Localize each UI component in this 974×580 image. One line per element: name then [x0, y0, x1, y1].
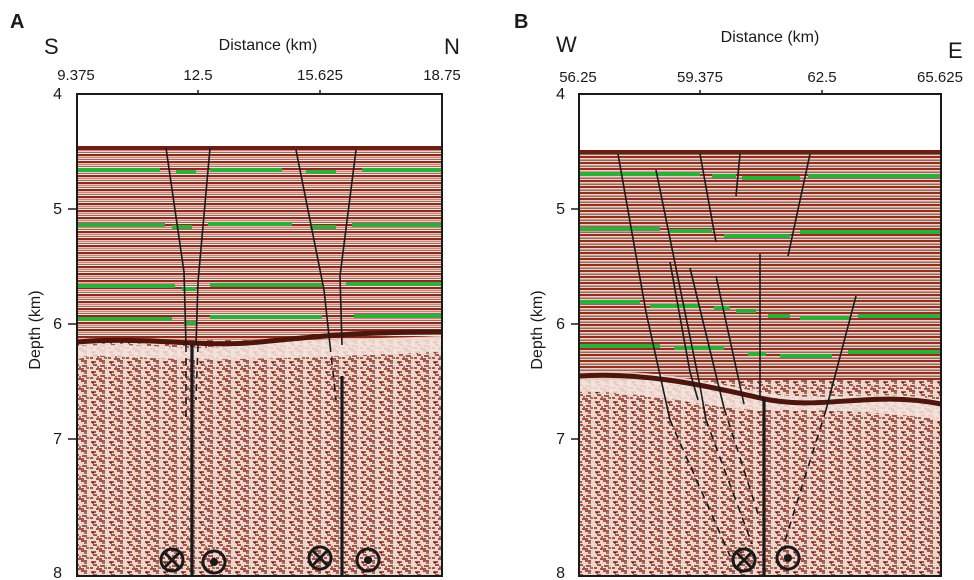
panel-b: B W E Distance (km) 56.25 59.375 62.5 65…	[514, 11, 963, 580]
y-tick-label: 4	[53, 86, 62, 103]
x-ticks	[699, 90, 823, 94]
strike-slip-symbols	[731, 545, 801, 573]
x-axis-title: Distance (km)	[219, 37, 318, 54]
y-tick-label: 5	[53, 201, 62, 218]
seismic-section	[76, 146, 443, 576]
horizon-line	[77, 282, 442, 291]
x-tick-label: 9.375	[57, 67, 95, 84]
fault-line-inferred	[783, 409, 827, 545]
y-tick-labels: 4 5 6 7 8	[53, 86, 62, 580]
y-tick-label: 4	[556, 86, 565, 103]
horizon-line	[77, 168, 442, 174]
x-tick-labels: 9.375 12.5 15.625 18.75	[57, 67, 461, 84]
basement-noise	[77, 340, 442, 576]
horizons	[579, 172, 941, 358]
y-axis-title: Depth (km)	[27, 290, 44, 369]
seafloor	[77, 146, 442, 150]
x-tick-label: 18.75	[423, 67, 461, 84]
y-tick-label: 6	[53, 316, 62, 333]
fault-line	[195, 147, 211, 346]
out-of-page-symbol	[355, 547, 381, 573]
fault-line-inferred	[195, 344, 199, 401]
fault-line	[669, 261, 699, 401]
horizon-line	[579, 172, 941, 180]
direction-left-label: W	[556, 32, 577, 57]
y-ticks	[68, 208, 77, 440]
into-page-symbol	[731, 547, 757, 573]
fault-line	[655, 169, 707, 421]
basement-top	[76, 329, 443, 347]
y-tick-label: 5	[556, 201, 565, 218]
panel-frame	[76, 93, 443, 577]
y-tick-label: 8	[556, 565, 565, 580]
fault-line-inferred	[723, 407, 761, 521]
horizon-line	[77, 314, 442, 325]
x-ticks	[197, 90, 321, 94]
fault-line	[735, 153, 741, 197]
y-ticks	[571, 208, 579, 440]
y-tick-label: 6	[556, 316, 565, 333]
fault-line-inferred	[705, 419, 753, 545]
horizon-line	[579, 344, 941, 358]
direction-right-label: E	[948, 38, 963, 63]
x-tick-label: 65.625	[917, 69, 963, 86]
seafloor	[579, 150, 941, 154]
y-tick-label: 8	[53, 565, 62, 580]
x-tick-label: 62.5	[807, 69, 836, 86]
direction-left-label: S	[44, 34, 59, 59]
into-page-symbol	[159, 547, 185, 573]
out-of-page-symbol	[201, 549, 227, 575]
panel-letter: A	[10, 11, 24, 33]
out-of-page-symbol	[775, 545, 801, 571]
fault-line	[689, 267, 725, 409]
y-tick-label: 7	[53, 431, 62, 448]
fault-line	[715, 275, 745, 405]
panel-frame	[578, 93, 942, 577]
fault-line	[165, 147, 187, 346]
x-tick-label: 59.375	[677, 69, 723, 86]
faults	[165, 147, 357, 576]
fault-line	[617, 153, 671, 421]
direction-right-label: N	[444, 34, 460, 59]
horizon-line	[579, 300, 941, 320]
sediment-reflectors	[77, 146, 442, 346]
x-tick-label: 15.625	[297, 67, 343, 84]
horizons	[77, 168, 442, 325]
fault-line	[787, 153, 811, 257]
horizon-line	[579, 227, 941, 238]
horizon-line	[77, 222, 442, 229]
x-tick-label: 56.25	[559, 69, 597, 86]
into-page-symbol	[307, 545, 333, 571]
y-axis-title: Depth (km)	[529, 290, 546, 369]
y-tick-labels: 4 5 6 7 8	[556, 86, 565, 580]
fault-line-inferred	[329, 344, 337, 401]
fault-line	[339, 149, 357, 346]
strike-slip-symbols	[159, 545, 381, 575]
panel-letter: B	[514, 11, 528, 33]
x-axis-title: Distance (km)	[721, 29, 820, 46]
fault-line-inferred	[669, 419, 731, 557]
x-tick-label: 12.5	[183, 67, 212, 84]
fault-line	[295, 149, 331, 346]
y-tick-label: 7	[556, 431, 565, 448]
panel-a: A S N Distance (km) 9.375 12.5 15.625 18…	[10, 11, 461, 580]
x-tick-labels: 56.25 59.375 62.5 65.625	[559, 69, 963, 86]
faults	[617, 153, 857, 576]
fault-line	[699, 153, 717, 243]
fault-line	[825, 295, 857, 411]
